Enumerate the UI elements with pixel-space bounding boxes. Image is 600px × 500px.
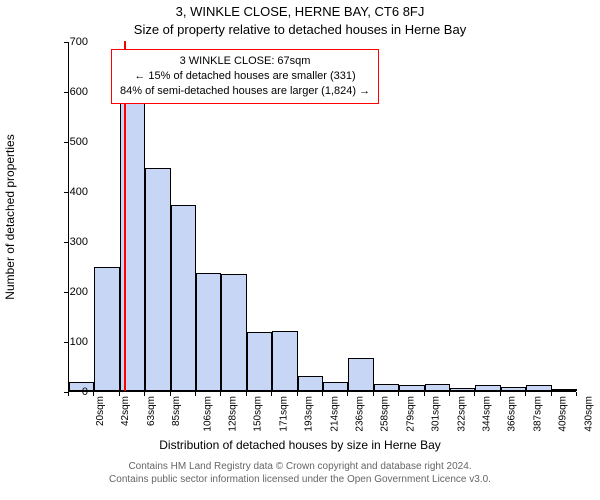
footer-line-2: Contains public sector information licen… [0, 473, 600, 486]
y-axis-label: Number of detached properties [3, 134, 17, 299]
x-tick-label: 106sqm [202, 396, 213, 432]
x-tick-mark [144, 392, 145, 396]
info-box: 3 WINKLE CLOSE: 67sqm ← 15% of detached … [111, 49, 379, 104]
bar [247, 332, 272, 391]
bar [501, 387, 526, 391]
x-tick-label: 322sqm [456, 396, 467, 432]
x-tick-label: 301sqm [431, 396, 442, 432]
bar [171, 205, 196, 391]
x-tick-label: 63sqm [146, 396, 157, 426]
x-tick-label: 20sqm [95, 396, 106, 426]
y-tick-label: 600 [48, 86, 88, 98]
x-tick-mark [68, 392, 69, 396]
x-tick-label: 430sqm [583, 396, 594, 432]
bar [475, 385, 500, 391]
bar [399, 385, 424, 392]
x-tick-label: 85sqm [171, 396, 182, 426]
x-tick-mark [246, 392, 247, 396]
bar [526, 385, 551, 392]
x-tick-label: 279sqm [405, 396, 416, 432]
page-title: 3, WINKLE CLOSE, HERNE BAY, CT6 8FJ [0, 4, 600, 19]
bar [374, 384, 399, 392]
bar [221, 274, 246, 391]
bar [348, 358, 373, 392]
x-tick-mark [347, 392, 348, 396]
x-tick-mark [119, 392, 120, 396]
x-tick-label: 150sqm [253, 396, 264, 432]
x-tick-mark [170, 392, 171, 396]
bar [425, 384, 450, 392]
bar [323, 382, 348, 391]
bar [94, 267, 119, 391]
bar [552, 389, 577, 392]
y-tick-mark [64, 292, 68, 293]
y-tick-label: 700 [48, 36, 88, 48]
x-tick-mark [500, 392, 501, 396]
x-tick-mark [373, 392, 374, 396]
x-tick-label: 128sqm [228, 396, 239, 432]
x-tick-mark [195, 392, 196, 396]
bar [145, 168, 170, 392]
x-tick-mark [474, 392, 475, 396]
x-tick-mark [271, 392, 272, 396]
x-tick-label: 409sqm [558, 396, 569, 432]
x-tick-label: 236sqm [355, 396, 366, 432]
x-tick-mark [220, 392, 221, 396]
info-line-smaller: ← 15% of detached houses are smaller (33… [120, 69, 370, 84]
bar [196, 273, 221, 391]
bar [298, 376, 323, 391]
y-tick-mark [64, 242, 68, 243]
x-tick-mark [551, 392, 552, 396]
y-tick-label: 100 [48, 336, 88, 348]
info-line-larger: 84% of semi-detached houses are larger (… [120, 84, 370, 99]
y-tick-mark [64, 142, 68, 143]
chart-subtitle: Size of property relative to detached ho… [0, 22, 600, 37]
y-tick-mark [64, 92, 68, 93]
bar [272, 331, 297, 391]
y-tick-mark [64, 192, 68, 193]
x-tick-label: 193sqm [304, 396, 315, 432]
x-tick-mark [449, 392, 450, 396]
y-tick-label: 400 [48, 186, 88, 198]
y-tick-label: 500 [48, 136, 88, 148]
bar [450, 388, 475, 391]
y-tick-label: 200 [48, 286, 88, 298]
x-tick-label: 42sqm [120, 396, 131, 426]
x-tick-label: 344sqm [482, 396, 493, 432]
x-tick-label: 366sqm [507, 396, 518, 432]
footer-line-1: Contains HM Land Registry data © Crown c… [0, 460, 600, 473]
x-tick-mark [576, 392, 577, 396]
info-line-subject: 3 WINKLE CLOSE: 67sqm [120, 54, 370, 69]
x-axis-label: Distribution of detached houses by size … [0, 438, 600, 452]
x-tick-mark [93, 392, 94, 396]
x-tick-label: 214sqm [329, 396, 340, 432]
x-tick-mark [424, 392, 425, 396]
y-tick-label: 300 [48, 236, 88, 248]
x-tick-mark [398, 392, 399, 396]
x-tick-mark [322, 392, 323, 396]
y-tick-mark [64, 42, 68, 43]
x-tick-mark [525, 392, 526, 396]
x-tick-label: 387sqm [532, 396, 543, 432]
y-tick-mark [64, 342, 68, 343]
x-tick-label: 171sqm [278, 396, 289, 432]
footer-attribution: Contains HM Land Registry data © Crown c… [0, 460, 600, 486]
x-tick-mark [297, 392, 298, 396]
x-tick-label: 258sqm [380, 396, 391, 432]
plot-area: 3 WINKLE CLOSE: 67sqm ← 15% of detached … [68, 42, 576, 392]
